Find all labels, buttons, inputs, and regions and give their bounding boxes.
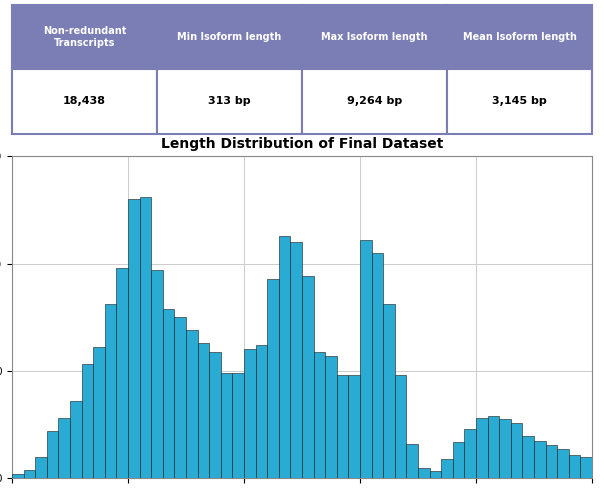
- Bar: [117, 268, 128, 478]
- Bar: [93, 347, 105, 478]
- Bar: [70, 401, 82, 478]
- Bar: [487, 416, 499, 478]
- Bar: [325, 356, 337, 478]
- Bar: [186, 330, 198, 478]
- Bar: [534, 441, 545, 478]
- FancyBboxPatch shape: [157, 69, 302, 134]
- Bar: [511, 424, 522, 478]
- Bar: [313, 351, 325, 478]
- Bar: [151, 270, 163, 478]
- Bar: [383, 305, 395, 478]
- Text: 9,264 bp: 9,264 bp: [347, 97, 402, 106]
- Bar: [128, 199, 140, 478]
- Bar: [198, 343, 209, 478]
- FancyBboxPatch shape: [157, 5, 302, 69]
- FancyBboxPatch shape: [302, 5, 447, 69]
- Bar: [255, 345, 267, 478]
- Bar: [545, 445, 557, 478]
- Text: Min Isoform length: Min Isoform length: [178, 32, 281, 42]
- Bar: [580, 457, 592, 478]
- Bar: [82, 365, 93, 478]
- Text: Non-redundant
Transcripts: Non-redundant Transcripts: [43, 26, 126, 48]
- Bar: [140, 197, 151, 478]
- Text: Max Isoform length: Max Isoform length: [321, 32, 428, 42]
- Bar: [209, 351, 221, 478]
- Bar: [47, 431, 59, 478]
- FancyBboxPatch shape: [302, 69, 447, 134]
- Bar: [476, 418, 487, 478]
- Text: Mean Isoform length: Mean Isoform length: [463, 32, 576, 42]
- Bar: [12, 474, 24, 478]
- Bar: [59, 418, 70, 478]
- Text: 3,145 bp: 3,145 bp: [492, 97, 547, 106]
- Bar: [337, 375, 349, 478]
- Bar: [267, 279, 279, 478]
- Bar: [105, 305, 117, 478]
- Title: Length Distribution of Final Dataset: Length Distribution of Final Dataset: [161, 137, 443, 151]
- Bar: [592, 463, 603, 478]
- Bar: [233, 373, 244, 478]
- Bar: [302, 276, 313, 478]
- Bar: [429, 471, 441, 478]
- Bar: [24, 469, 35, 478]
- Bar: [35, 457, 47, 478]
- Bar: [569, 455, 580, 478]
- Bar: [279, 236, 291, 478]
- Bar: [453, 442, 464, 478]
- FancyBboxPatch shape: [447, 69, 592, 134]
- Text: 18,438: 18,438: [63, 97, 106, 106]
- Bar: [360, 240, 371, 478]
- Bar: [291, 242, 302, 478]
- Bar: [406, 444, 418, 478]
- Bar: [499, 419, 511, 478]
- Bar: [464, 429, 476, 478]
- FancyBboxPatch shape: [12, 69, 157, 134]
- Bar: [418, 468, 429, 478]
- Bar: [395, 375, 406, 478]
- Bar: [244, 349, 255, 478]
- Bar: [221, 373, 233, 478]
- Bar: [175, 317, 186, 478]
- Bar: [163, 308, 175, 478]
- FancyBboxPatch shape: [12, 5, 157, 69]
- Text: 313 bp: 313 bp: [208, 97, 251, 106]
- FancyBboxPatch shape: [447, 5, 592, 69]
- Bar: [371, 253, 383, 478]
- Bar: [349, 375, 360, 478]
- Bar: [522, 436, 534, 478]
- Bar: [441, 459, 453, 478]
- Bar: [557, 449, 569, 478]
